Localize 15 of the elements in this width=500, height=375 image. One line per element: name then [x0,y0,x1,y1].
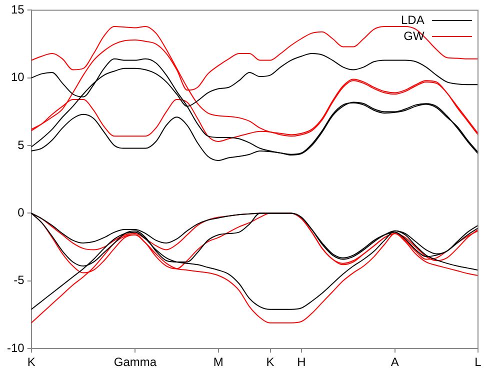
x-tick-label: A [390,355,399,370]
y-tick-label: 15 [10,2,25,17]
x-tick-label: Gamma [114,355,157,370]
x-tick-label: K [266,355,274,370]
x-tick-label: M [213,355,224,370]
x-tick-label: H [297,355,306,370]
x-tick-label: K [27,355,36,370]
legend-label: LDA [401,13,424,28]
y-tick-label: 0 [18,206,25,220]
y-tick-label: -10 [7,340,25,355]
y-tick-label: 5 [18,138,25,152]
y-tick-label: -5 [14,273,25,288]
x-tick-label: L [474,355,482,370]
y-tick-label: 10 [10,70,25,84]
legend-label: GW [404,29,424,44]
